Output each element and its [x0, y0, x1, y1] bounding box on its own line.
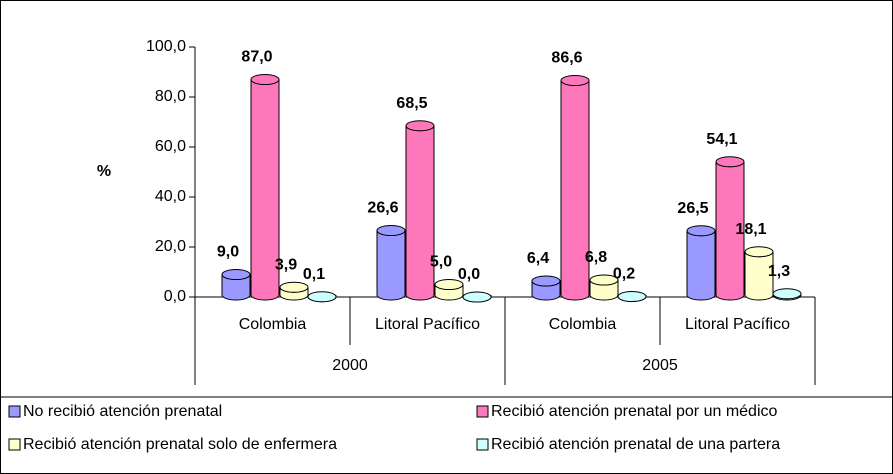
cylinder-top — [744, 246, 774, 258]
value-label: 18,1 — [735, 221, 766, 238]
value-label: 0,1 — [303, 266, 325, 283]
cylinder-top — [531, 275, 561, 287]
value-label: 26,6 — [367, 200, 398, 217]
value-label: 6,4 — [527, 250, 549, 267]
cylinder-top — [434, 279, 464, 290]
legend-label: Recibió atención prenatal de una partera — [491, 436, 780, 453]
x-tick-label: Litoral Pacífico — [685, 316, 790, 333]
cylinder-top — [686, 225, 716, 237]
cylinder — [405, 125, 435, 301]
y-tick-label: 60,0 — [155, 138, 186, 155]
legend-swatch — [8, 438, 21, 451]
cylinder-top — [221, 269, 251, 280]
cylinder-top — [715, 156, 745, 168]
value-label: 68,5 — [396, 95, 427, 112]
value-label: 54,1 — [706, 131, 737, 148]
x-tick-label: Litoral Pacífico — [375, 316, 480, 333]
cylinder-top — [279, 281, 309, 293]
legend-swatch — [476, 438, 489, 451]
cylinder — [376, 230, 406, 301]
value-label: 0,0 — [458, 266, 480, 283]
value-label: 5,0 — [430, 254, 452, 271]
value-label: 87,0 — [241, 49, 272, 66]
value-label: 1,3 — [768, 263, 790, 280]
cylinder-top — [307, 291, 337, 303]
cylinder-top — [250, 74, 280, 85]
legend-label: Recibió atención prenatal solo de enferm… — [23, 436, 337, 453]
value-label: 26,5 — [677, 200, 708, 217]
value-label: 0,2 — [613, 266, 635, 283]
y-tick-label: 40,0 — [155, 188, 186, 205]
cylinder-top — [617, 291, 647, 302]
cylinder-top — [772, 288, 802, 300]
legend-swatch — [8, 405, 21, 418]
cylinder-top — [462, 291, 492, 303]
group-label: 2005 — [642, 357, 678, 374]
y-tick-label: 100,0 — [146, 38, 186, 55]
group-label: 2000 — [332, 357, 368, 374]
value-label: 86,6 — [551, 50, 582, 67]
cylinder — [686, 230, 716, 301]
legend-label: No recibió atención prenatal — [23, 403, 222, 420]
value-label: 9,0 — [217, 244, 239, 261]
cylinder — [560, 80, 590, 301]
y-tick-label: 20,0 — [155, 238, 186, 255]
legend-swatch — [476, 405, 489, 418]
cylinder-top — [376, 225, 406, 236]
legend-label: Recibió atención prenatal por un médico — [491, 403, 778, 420]
x-tick-label: Colombia — [239, 316, 307, 333]
value-label: 3,9 — [275, 256, 297, 273]
y-tick-label: 0,0 — [164, 288, 186, 305]
y-axis-label: % — [97, 163, 111, 180]
cylinder-top — [589, 274, 619, 286]
cylinder-top — [405, 120, 435, 132]
cylinder-top — [560, 75, 590, 86]
x-tick-label: Colombia — [549, 316, 617, 333]
y-tick-label: 80,0 — [155, 88, 186, 105]
value-label: 6,8 — [585, 249, 607, 266]
